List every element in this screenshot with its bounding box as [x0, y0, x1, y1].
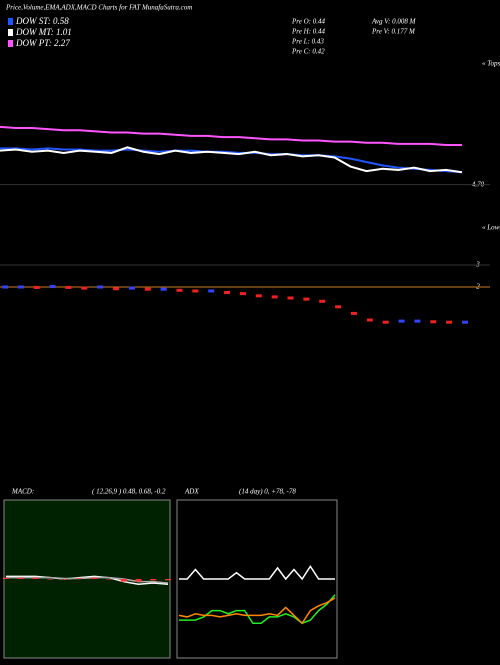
histogram-bar [3, 577, 9, 579]
histogram-bar [47, 579, 54, 580]
series-line [0, 146, 463, 174]
stat: Pre H: 0.44 [291, 28, 325, 36]
stat: Pre V: 0.177 M [371, 28, 416, 36]
histogram-bar [61, 579, 68, 580]
price-marker [462, 320, 468, 324]
price-marker [176, 288, 183, 292]
histogram-bar [91, 577, 98, 579]
price-marker [350, 311, 357, 315]
price-marker [335, 305, 342, 309]
annotation: « Lows [482, 224, 500, 232]
histogram-bar [17, 577, 24, 579]
histogram-bar [150, 579, 157, 581]
series-line [178, 597, 336, 625]
price-marker [255, 294, 262, 298]
legend-label: DOW ST: 0.58 [15, 16, 69, 26]
annotation: « Tops [482, 60, 500, 68]
price-marker [287, 296, 294, 300]
stat: Pre C: 0.42 [291, 48, 325, 56]
price-marker [224, 291, 231, 294]
price-marker [160, 287, 167, 291]
price-marker [398, 319, 405, 323]
series-line [0, 125, 462, 146]
price-marker [303, 297, 310, 301]
legend-label: DOW MT: 1.01 [15, 27, 72, 37]
price-marker [113, 287, 120, 291]
price-marker [446, 320, 453, 324]
price-marker [208, 289, 215, 293]
series-line [0, 147, 463, 174]
panel-subtitle: ( 12,26,9 ) 0.48, 0.68, -0.2 [92, 488, 166, 496]
price-marker [49, 285, 56, 289]
price-marker [271, 295, 278, 299]
histogram-bar [135, 579, 142, 582]
histogram-bar [32, 577, 39, 579]
histogram-bar [106, 579, 113, 580]
price-marker [128, 286, 135, 290]
histogram-bar [165, 579, 171, 581]
page-title: Price,Volume,EMA,ADX,MACD Charts for FAT… [5, 4, 192, 12]
price-marker [144, 287, 151, 291]
stat: Pre L: 0.43 [291, 38, 324, 46]
price-marker [366, 318, 373, 322]
legend-swatch [8, 29, 13, 36]
histogram-bar [120, 579, 127, 582]
legend-label: DOW PT: 2.27 [15, 38, 70, 48]
stat: Avg V: 0.008 M [371, 18, 417, 26]
price-marker [414, 319, 421, 323]
price-marker [81, 286, 88, 290]
stat: Pre O: 0.44 [291, 18, 325, 26]
panel-subtitle: (14 day) 0, +78, -78 [239, 488, 296, 496]
panel-title: MACD: [11, 488, 34, 496]
price-marker [97, 285, 104, 289]
macd-panel [3, 499, 171, 659]
price-marker [33, 285, 40, 289]
price-marker [430, 320, 437, 324]
price-marker [239, 292, 246, 296]
price-marker [319, 299, 326, 303]
panel-title: ADX [184, 488, 199, 496]
price-marker [17, 285, 24, 289]
histogram-bar [76, 578, 83, 579]
series-line [6, 575, 169, 586]
price-marker [192, 289, 199, 293]
price-marker [65, 285, 72, 289]
price-marker [382, 320, 389, 324]
legend-swatch [8, 40, 13, 47]
legend-swatch [8, 18, 13, 25]
series-line [179, 564, 335, 581]
price-marker [2, 285, 8, 289]
